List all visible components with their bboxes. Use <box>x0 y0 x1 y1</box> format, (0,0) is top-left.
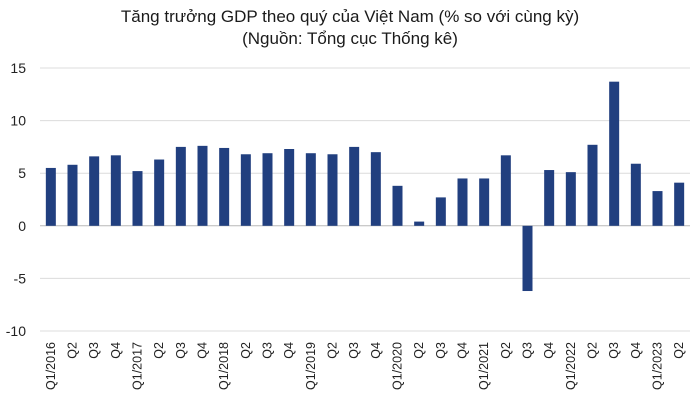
grid-lines <box>40 67 690 332</box>
x-tick-label: Q3 <box>607 342 621 359</box>
x-tick-label: Q3 <box>521 342 535 359</box>
x-tick-label: Q3 <box>174 342 188 359</box>
bar <box>630 163 641 226</box>
bar <box>284 149 295 226</box>
bar <box>392 185 403 226</box>
x-tick-label: Q1/2020 <box>391 342 405 390</box>
chart-title-block: Tăng trưởng GDP theo quý của Việt Nam (%… <box>0 6 700 50</box>
bar <box>154 159 165 226</box>
bars <box>45 81 685 292</box>
x-tick-label: Q4 <box>369 342 383 359</box>
x-tick-label: Q1/2017 <box>131 342 145 390</box>
bar <box>240 154 251 226</box>
x-tick-label: Q3 <box>87 342 101 359</box>
bar <box>110 155 121 226</box>
x-tick-label: Q3 <box>434 342 448 359</box>
bar <box>370 152 381 226</box>
x-tick-label: Q2 <box>152 342 166 359</box>
x-tick-label: Q4 <box>282 342 296 359</box>
x-tick-label: Q2 <box>672 342 686 359</box>
x-tick-label: Q4 <box>542 342 556 359</box>
x-tick-label: Q3 <box>347 342 361 359</box>
bar <box>349 146 360 226</box>
bar <box>175 146 186 226</box>
chart-title: Tăng trưởng GDP theo quý của Việt Nam (%… <box>120 7 580 26</box>
bar <box>45 167 56 226</box>
y-tick-label: 15 <box>10 60 26 76</box>
y-tick-label: 5 <box>18 165 26 181</box>
x-tick-label: Q1/2023 <box>651 342 665 390</box>
x-tick-label: Q4 <box>456 342 470 359</box>
x-tick-label: Q2 <box>499 342 513 359</box>
bar <box>652 191 663 226</box>
y-tick-label: 0 <box>18 218 26 234</box>
bar <box>674 182 685 226</box>
x-tick-label: Q2 <box>239 342 253 359</box>
x-axis-ticks: Q1/2016 Q2 Q3 Q4 Q1/2017 Q2 Q3 Q4 Q1/2018 Q2 Q3 Q4 Q… <box>44 342 686 390</box>
bar <box>197 145 208 226</box>
x-tick-label: Q2 <box>412 342 426 359</box>
x-tick-label: Q3 <box>261 342 275 359</box>
y-tick-label: 10 <box>10 113 26 129</box>
bar <box>132 171 143 226</box>
x-tick-label: Q2 <box>66 342 80 359</box>
bar <box>414 221 425 226</box>
bar <box>609 81 620 226</box>
x-tick-label: Q4 <box>629 342 643 359</box>
y-tick-label: -10 <box>6 323 26 339</box>
x-tick-label: Q4 <box>196 342 210 359</box>
chart-subtitle: (Nguồn: Tổng cục Thống kê) <box>242 29 458 48</box>
bar <box>305 153 316 226</box>
y-tick-label: -5 <box>14 270 27 286</box>
bar <box>262 153 273 226</box>
x-tick-label: Q4 <box>109 342 123 359</box>
bar <box>89 156 100 226</box>
bar <box>457 178 468 226</box>
x-tick-label: Q1/2018 <box>217 342 231 390</box>
bar <box>219 147 230 226</box>
x-tick-label: Q1/2021 <box>477 342 491 390</box>
bar <box>565 172 576 226</box>
x-tick-label: Q1/2016 <box>44 342 58 390</box>
x-tick-label: Q2 <box>586 342 600 359</box>
bar <box>544 170 555 226</box>
bar <box>500 155 511 226</box>
bar <box>327 154 338 226</box>
bar <box>435 197 446 226</box>
bar <box>67 164 78 226</box>
bar <box>522 225 533 292</box>
x-tick-label: Q1/2022 <box>564 342 578 390</box>
x-tick-label: Q1/2019 <box>304 342 318 390</box>
bar <box>479 178 490 226</box>
y-axis-ticks: 15 10 5 0 -5 -10 <box>6 60 26 339</box>
x-tick-label: Q2 <box>326 342 340 359</box>
bar <box>587 144 598 226</box>
